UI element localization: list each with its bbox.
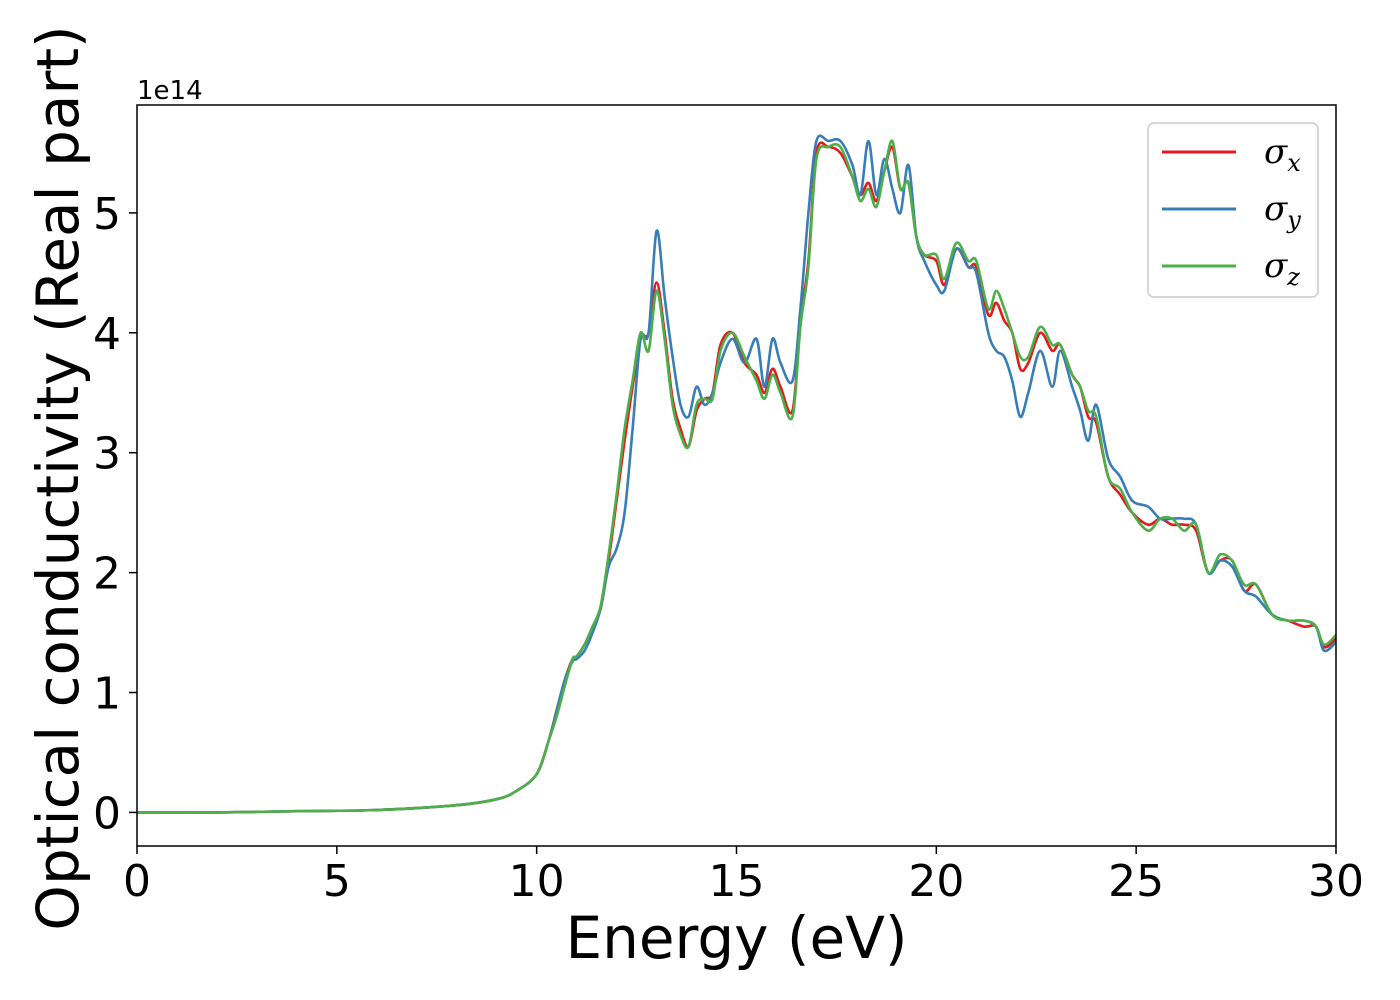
x-tick-label: 5 — [323, 856, 351, 907]
x-tick-label: 10 — [509, 856, 565, 907]
y-tick-label: 4 — [93, 309, 121, 360]
legend: σx σy σz — [1147, 122, 1319, 298]
legend-label-z: σz — [1264, 246, 1300, 291]
y-tick-label: 5 — [93, 189, 121, 240]
x-tick-label: 20 — [908, 856, 964, 907]
y-tick-label: 3 — [93, 429, 121, 480]
x-tick-label: 25 — [1108, 856, 1164, 907]
y-tick-label: 0 — [93, 788, 121, 839]
legend-label-x: σx — [1264, 132, 1301, 177]
y-tick-label: 2 — [93, 549, 121, 600]
series-lines — [136, 134, 1337, 814]
x-tick-label: 30 — [1308, 856, 1364, 907]
y-tick-label: 1 — [93, 669, 121, 720]
y-axis-label: Optical conductivity (Real part) — [24, 25, 92, 930]
series-line-z — [136, 139, 1337, 814]
legend-label-y: σy — [1264, 189, 1301, 234]
y-axis-ticks: 0 1 2 3 4 5 — [93, 189, 137, 839]
x-axis-label: Energy (eV) — [565, 904, 907, 972]
x-tick-label: 0 — [123, 856, 151, 907]
x-tick-label: 15 — [709, 856, 765, 907]
y-axis-offset-label: 1e14 — [137, 76, 203, 106]
x-axis-ticks: 0 5 10 15 20 25 30 — [123, 846, 1364, 907]
